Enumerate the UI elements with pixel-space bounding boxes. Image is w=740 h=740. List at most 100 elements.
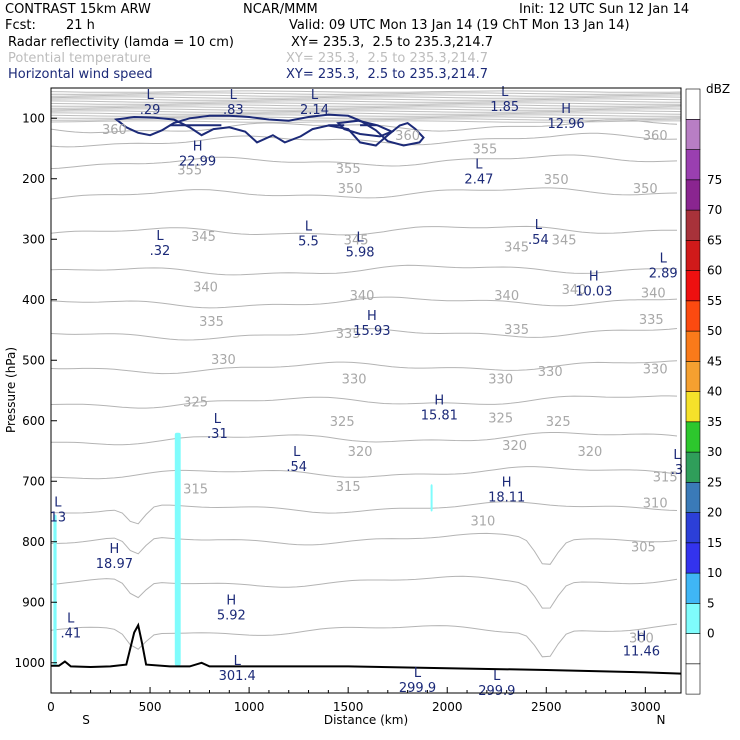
theta-label: 360 [643, 129, 668, 144]
colorbar-swatch [685, 270, 701, 302]
colorbar-tick-label: 5 [707, 596, 715, 610]
theta-label: 345 [552, 233, 577, 248]
wind-value: 12.96 [547, 117, 584, 132]
wind-marker: L [156, 229, 164, 244]
theta-label: 325 [330, 415, 355, 430]
wind-value: 15.81 [421, 409, 458, 424]
theta-label: 300 [629, 631, 654, 646]
field-name-theta: Potential temperature [8, 51, 151, 66]
colorbar-tick-label: 35 [707, 415, 722, 429]
radar-cell [430, 484, 433, 512]
theta-label: 345 [504, 241, 529, 256]
wind-marker: L [660, 252, 668, 267]
colorbar-swatch [685, 572, 701, 604]
x-tick-label: 0 [47, 700, 55, 714]
upper-theta-line [50, 90, 682, 93]
wind-value: .32 [150, 244, 171, 259]
theta-label: 360 [395, 129, 420, 144]
upper-theta-line [50, 94, 682, 97]
wind-value: 299.9 [399, 681, 436, 696]
colorbar-tick-label: 50 [707, 324, 722, 338]
colorbar-swatch [685, 602, 701, 634]
colorbar-swatch [685, 542, 701, 574]
colorbar-tick-label: 20 [707, 506, 722, 520]
wind-value: 10.03 [575, 285, 612, 300]
theta-contour-line [50, 360, 678, 375]
colorbar-tick-label: 25 [707, 475, 722, 489]
wind-marker: L [311, 88, 319, 103]
wind-value: .83 [223, 103, 244, 118]
fcst-label: Fcst: [5, 18, 36, 33]
theta-contour-line [50, 432, 678, 446]
theta-label: 355 [336, 162, 361, 177]
radar-cell [174, 432, 181, 666]
wind-value: .54 [528, 233, 549, 248]
terrain-profile [51, 622, 682, 675]
theta-label: 315 [336, 480, 361, 495]
theta-contour-line [50, 501, 678, 525]
colorbar-tick-label: 30 [707, 445, 722, 459]
colorbar-swatch [685, 391, 701, 423]
theta-label: 330 [538, 365, 563, 380]
theta-contour-line [50, 225, 677, 236]
wind-marker: L [501, 85, 509, 100]
upper-theta-line [50, 102, 682, 105]
wind-value: 15.93 [353, 324, 390, 339]
colorbar-swatch [685, 663, 701, 695]
colorbar-tick-label: 65 [707, 233, 722, 247]
upper-theta-line [50, 92, 682, 95]
wind-value: 5.98 [346, 245, 375, 260]
theta-label: 310 [643, 496, 668, 511]
fcst-value: 21 h [66, 18, 95, 33]
theta-contour-line [50, 466, 678, 480]
theta-label: 340 [494, 289, 519, 304]
theta-label: 315 [183, 483, 208, 498]
upper-theta-line [50, 108, 682, 111]
wind-marker: H [110, 542, 120, 557]
wind-value: 299.9 [478, 684, 515, 699]
colorbar-tick-label: 0 [707, 627, 715, 641]
theta-label: 325 [488, 412, 513, 427]
wind-marker: H [434, 394, 444, 409]
jet-inner-contour [336, 119, 395, 138]
theta-label: 355 [472, 143, 497, 158]
wind-value: 2.14 [300, 103, 329, 118]
wind-value: .41 [60, 627, 81, 642]
wind-marker: H [589, 270, 599, 285]
x-end-label-right: N [657, 713, 666, 727]
theta-label: 345 [191, 230, 216, 245]
title-left: CONTRAST 15km ARW [5, 2, 151, 17]
wind-value: .29 [140, 103, 161, 118]
y-tick-label: 600 [22, 414, 45, 428]
upper-theta-line [51, 106, 682, 109]
colorbar-swatch [685, 179, 701, 211]
wind-marker: H [226, 593, 236, 608]
colorbar-swatch [685, 330, 701, 362]
colorbar-swatch [685, 119, 701, 150]
theta-label: 335 [504, 323, 529, 338]
theta-label: 305 [631, 541, 656, 556]
theta-label: 340 [350, 289, 375, 304]
x-tick-label: 3000 [630, 700, 661, 714]
colorbar-swatch [685, 512, 701, 544]
colorbar-swatch [685, 360, 701, 392]
field-name-wind: Horizontal wind speed [8, 67, 153, 82]
theta-label: 315 [653, 470, 678, 485]
wind-marker: L [475, 158, 483, 173]
theta-label: 330 [211, 353, 236, 368]
upper-theta-line [51, 118, 682, 121]
wind-value: 5.5 [298, 234, 319, 249]
radar-cell [53, 514, 57, 666]
colorbar-tick-label: 10 [707, 566, 722, 580]
y-tick-label: 400 [22, 293, 45, 307]
upper-theta-line [50, 100, 682, 103]
wind-marker: L [305, 219, 313, 234]
theta-label: 320 [577, 445, 602, 460]
theta-contour-line [50, 532, 678, 565]
y-tick-label: 900 [22, 595, 45, 609]
wind-marker: H [193, 140, 203, 155]
upper-theta-line [50, 120, 681, 123]
wind-marker: L [673, 448, 681, 463]
field-name-reflectivity: Radar reflectivity (lamda = 10 cm) [8, 35, 234, 50]
